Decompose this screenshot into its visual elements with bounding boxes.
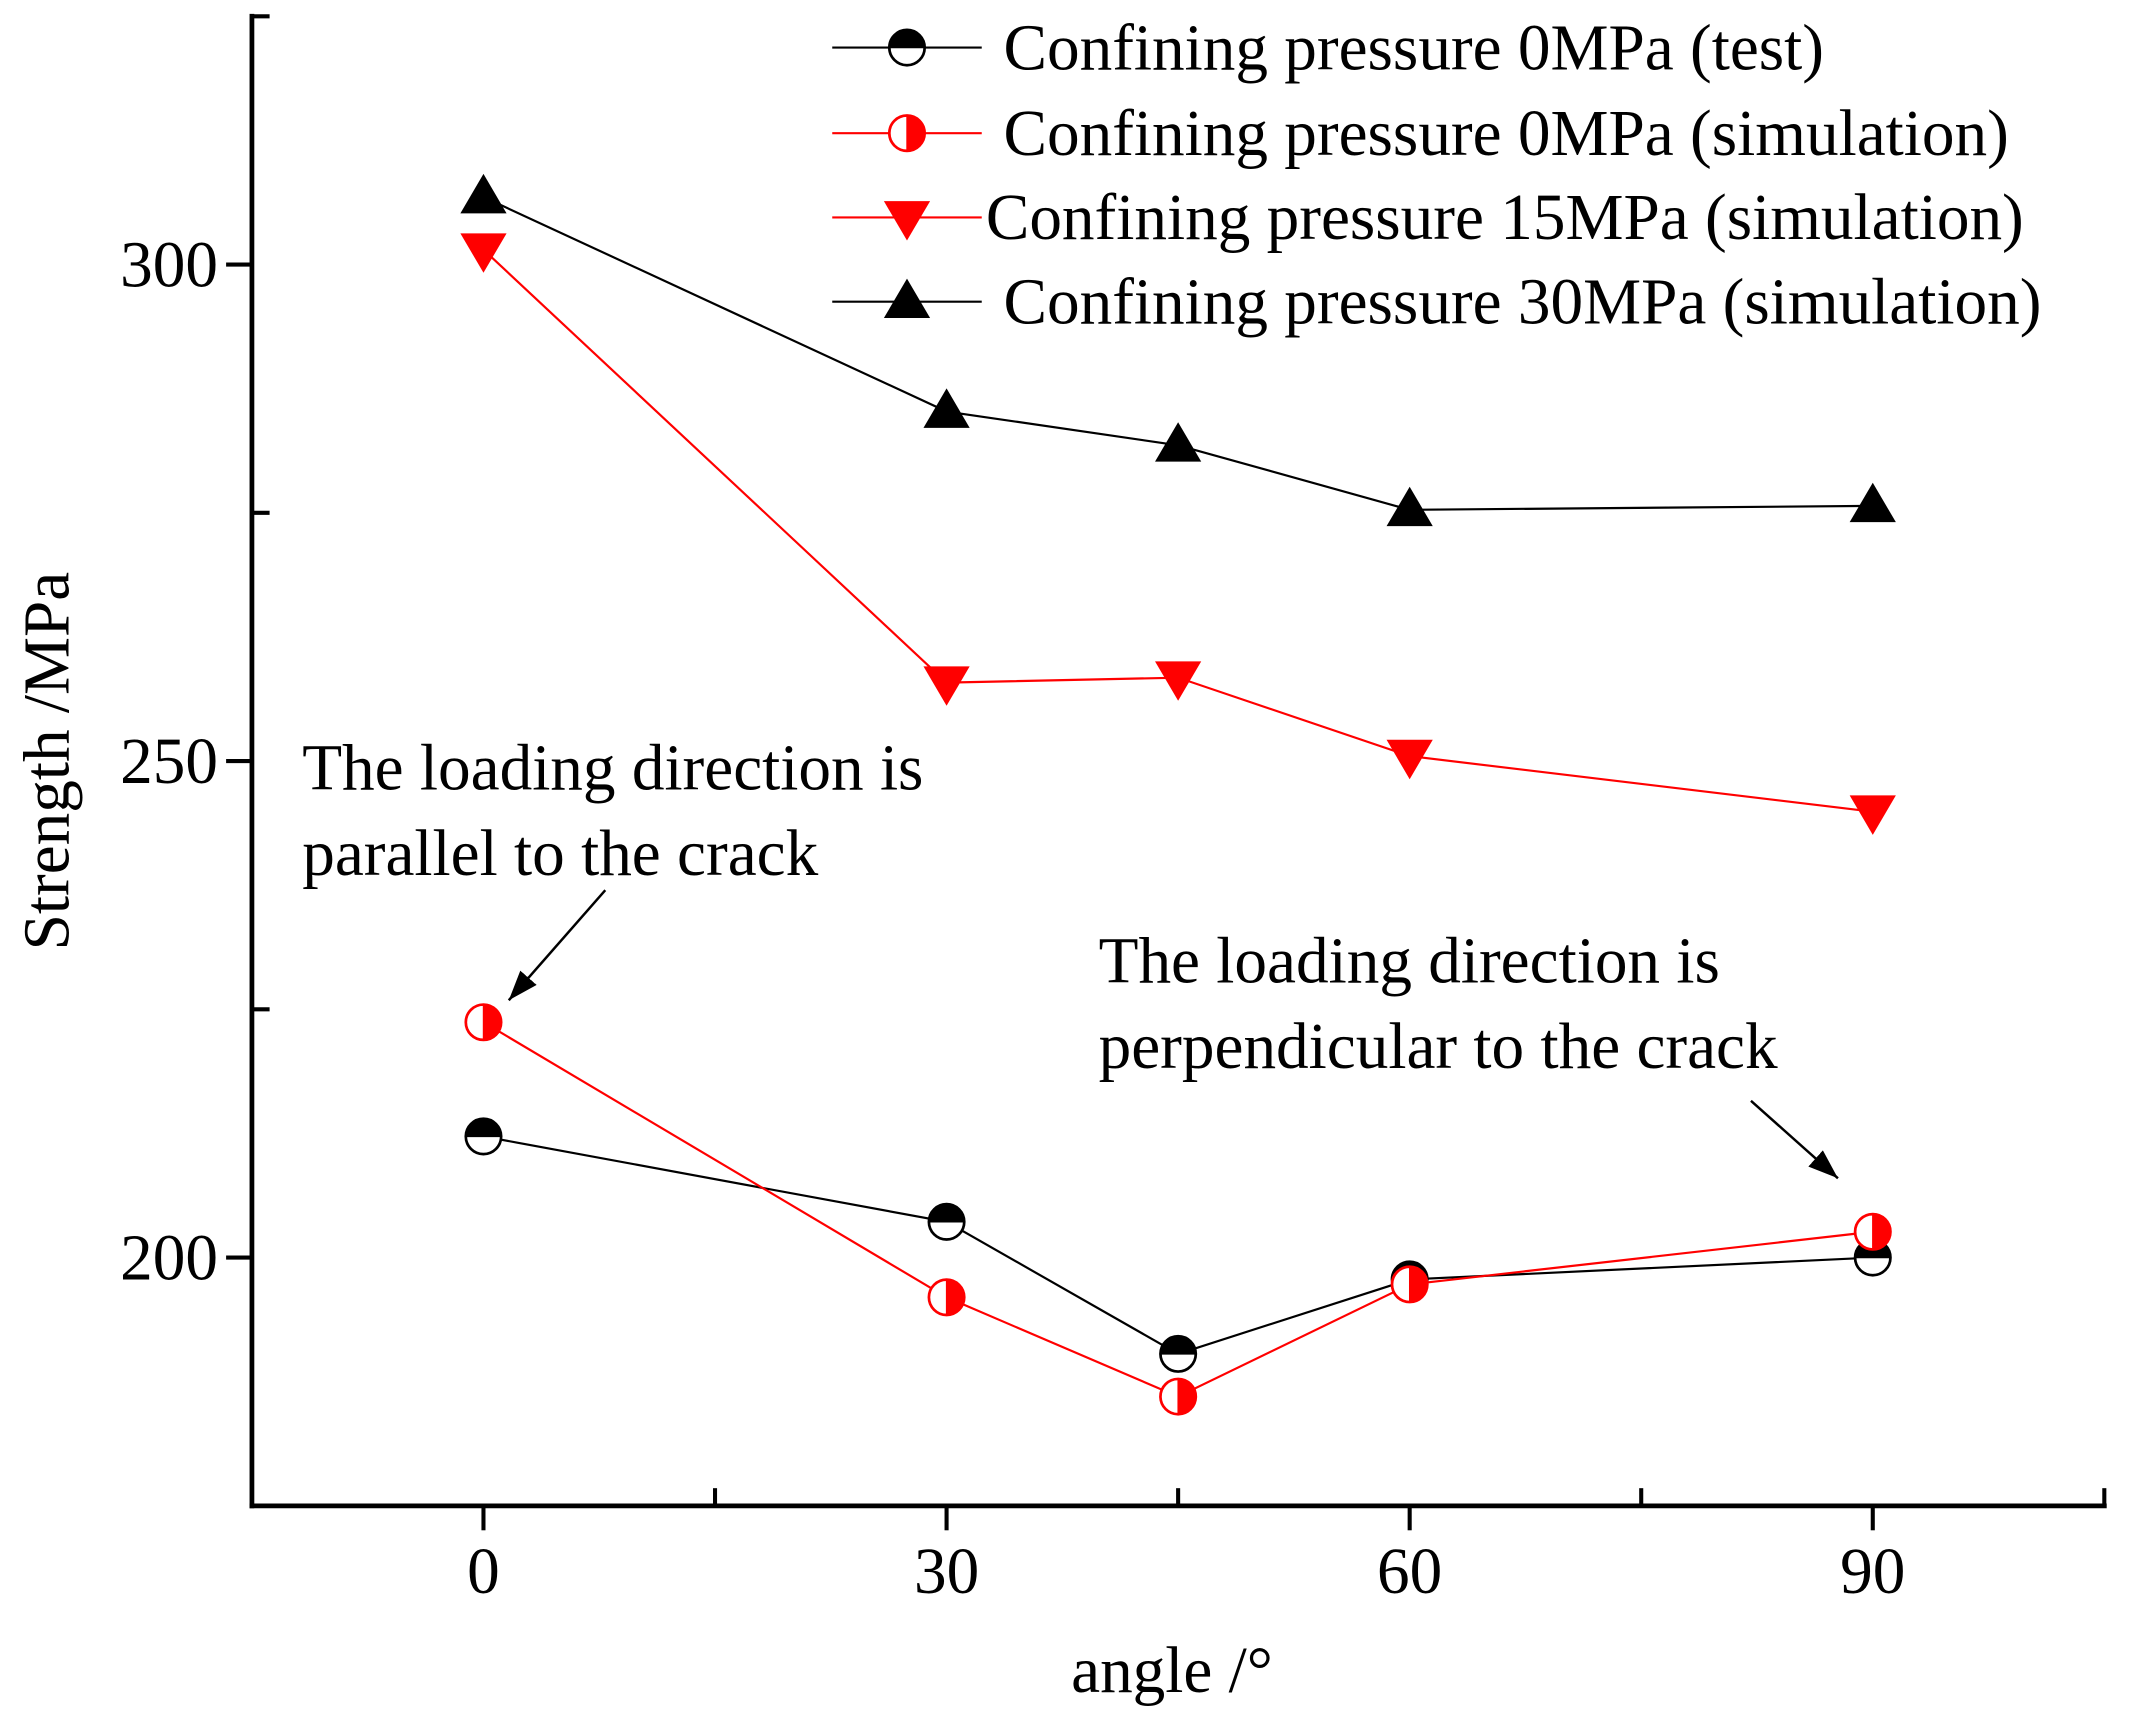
data-point-simulation-15mpa <box>460 233 507 273</box>
data-point-test-0mpa <box>1159 1334 1198 1373</box>
legend-label-simulation-15mpa: Confining pressure 15MPa (simulation) <box>986 182 2024 254</box>
data-point-simulation-30mpa <box>1849 482 1896 523</box>
data-point-test-0mpa-fill <box>465 1118 502 1138</box>
legend: Confining pressure 0MPa (test) Confining… <box>832 12 2041 338</box>
annotation-parallel-line-2: parallel to the crack <box>302 818 818 890</box>
data-point-test-0mpa-fill <box>1159 1335 1197 1355</box>
legend-marker-simulation-30mpa <box>883 278 931 319</box>
annotation-parallel-arrow <box>507 889 607 1002</box>
data-point-simulation-30mpa <box>460 173 507 214</box>
data-point-simulation-0mpa-fill <box>1872 1213 1892 1251</box>
legend-marker-test-0mpa <box>887 28 927 67</box>
annotation-parallel: The loading direction is parallel to the… <box>302 733 923 1002</box>
data-point-simulation-0mpa <box>464 1003 503 1042</box>
annotation-perpendicular-line-2: perpendicular to the crack <box>1099 1011 1778 1083</box>
data-point-simulation-0mpa <box>1159 1377 1198 1416</box>
data-point-simulation-30mpa <box>1386 486 1433 527</box>
y-tick-label: 300 <box>120 229 218 301</box>
data-point-simulation-15mpa <box>1849 795 1896 835</box>
x-axis-label: angle /° <box>1071 1635 1273 1707</box>
data-point-simulation-0mpa-fill <box>1177 1378 1197 1415</box>
data-point-simulation-0mpa <box>1853 1212 1892 1251</box>
data-point-simulation-15mpa <box>923 666 970 706</box>
x-tick-label: 0 <box>467 1536 500 1608</box>
data-point-simulation-0mpa <box>1390 1265 1429 1304</box>
annotation-perpendicular-arrow <box>1750 1099 1839 1180</box>
data-point-simulation-0mpa-fill <box>945 1278 965 1316</box>
legend-marker-simulation-0mpa-fill <box>906 114 926 152</box>
data-point-test-0mpa <box>464 1117 503 1156</box>
y-tick-label: 200 <box>120 1222 218 1294</box>
legend-marker-simulation-0mpa <box>887 114 927 153</box>
data-point-simulation-15mpa <box>1155 661 1202 701</box>
data-point-simulation-0mpa-fill <box>1408 1266 1429 1303</box>
x-tick-label: 30 <box>914 1536 979 1608</box>
legend-label-test-0mpa: Confining pressure 0MPa (test) <box>1003 12 1824 84</box>
y-axis-label: Strength /MPa <box>11 572 83 951</box>
x-tick-label: 90 <box>1840 1536 1905 1608</box>
legend-label-simulation-30mpa: Confining pressure 30MPa (simulation) <box>1003 266 2041 338</box>
legend-marker-simulation-15mpa <box>883 201 931 241</box>
legend-label-simulation-0mpa: Confining pressure 0MPa (simulation) <box>1003 98 2008 170</box>
axis-ticks: 0 30 60 90 200 250 300 <box>120 14 2107 1608</box>
data-point-simulation-0mpa <box>927 1278 966 1317</box>
data-series <box>460 173 1896 1416</box>
annotation-perpendicular: The loading direction is perpendicular t… <box>1099 926 1839 1180</box>
data-point-simulation-0mpa-fill <box>482 1003 502 1041</box>
annotation-perpendicular-line-1: The loading direction is <box>1099 926 1720 998</box>
data-point-simulation-30mpa <box>1155 422 1202 462</box>
y-tick-label: 250 <box>120 726 218 798</box>
data-point-test-0mpa-fill <box>928 1203 965 1223</box>
data-point-test-0mpa <box>927 1202 966 1241</box>
annotation-parallel-line-1: The loading direction is <box>302 733 923 805</box>
data-point-simulation-30mpa <box>923 388 970 428</box>
x-tick-label: 60 <box>1377 1536 1442 1608</box>
data-point-simulation-15mpa <box>1386 739 1433 780</box>
legend-marker-test-0mpa-fill <box>888 29 926 49</box>
